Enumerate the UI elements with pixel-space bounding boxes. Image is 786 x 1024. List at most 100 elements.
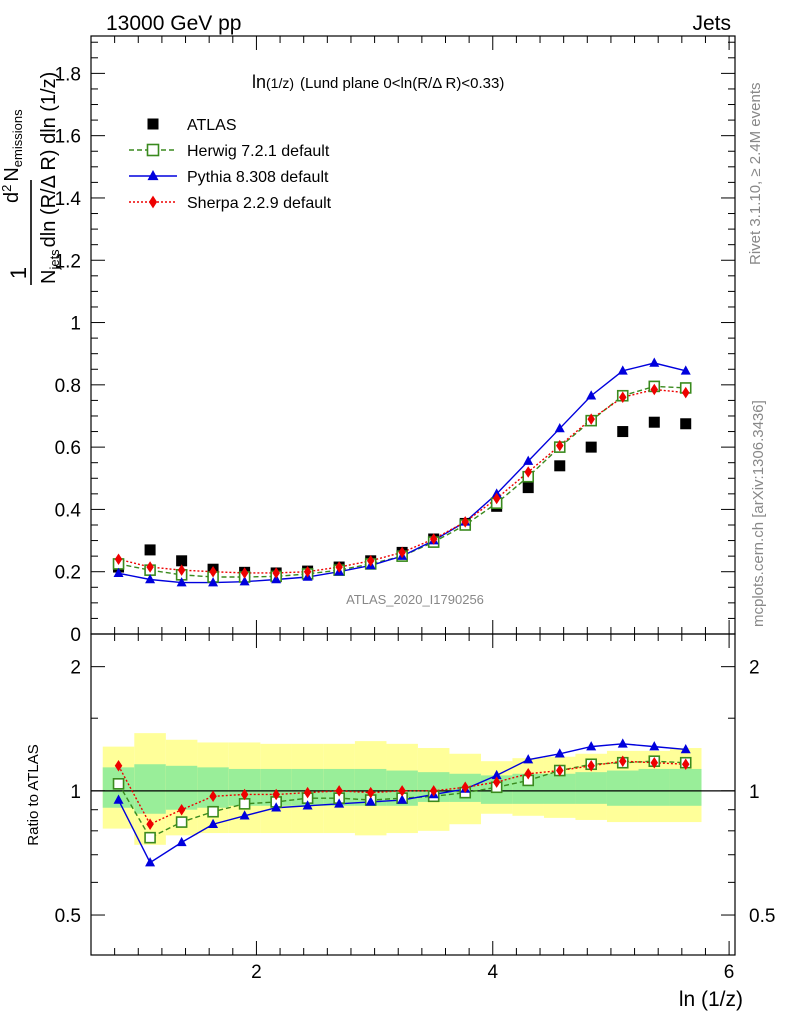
main-point-3-4 bbox=[240, 567, 249, 579]
main-point-0-17 bbox=[648, 416, 660, 428]
main-point-3-17 bbox=[650, 383, 659, 396]
ratio-point-1-8 bbox=[365, 796, 376, 806]
main-point-0-2 bbox=[176, 555, 188, 567]
analysis-watermark: ATLAS_2020_I1790256 bbox=[346, 592, 484, 607]
header-right: Jets bbox=[692, 12, 731, 35]
main-point-2-17 bbox=[649, 357, 660, 367]
header-left: 13000 GeV pp bbox=[106, 12, 241, 35]
ratio-point-2-18 bbox=[681, 758, 690, 771]
ratio-point-2-12 bbox=[492, 776, 501, 788]
ratio-point-2-10 bbox=[429, 785, 438, 797]
ratio-point-1-2 bbox=[176, 836, 187, 847]
ratio-point-2-9 bbox=[398, 785, 406, 797]
ratio-point-1-14 bbox=[554, 748, 565, 758]
main-point-3-16 bbox=[618, 391, 627, 404]
ratio-series-markers bbox=[112, 738, 692, 867]
ratio-point-2-13 bbox=[524, 768, 532, 780]
ylabel-one: 1 bbox=[6, 267, 31, 279]
main-point-3-1 bbox=[146, 561, 154, 573]
main-point-0-15 bbox=[585, 441, 597, 453]
ratio-point-1-18 bbox=[680, 743, 691, 754]
legend-label-3: Sherpa 2.2.9 default bbox=[187, 195, 332, 212]
ratio-band-inner-2 bbox=[165, 765, 198, 810]
ratio-point-0-3 bbox=[207, 805, 219, 818]
ratio-band-inner-17 bbox=[638, 768, 671, 806]
main-ytick-label-3: 0.6 bbox=[55, 438, 81, 459]
main-point-0-1 bbox=[144, 544, 156, 556]
main-ytick-label-8: 1.6 bbox=[55, 127, 81, 148]
ratio-axes: 0.5 0.5 1 1 2 2 2 4 6 bbox=[55, 633, 775, 983]
ratio-point-1-15 bbox=[586, 741, 597, 751]
ratio-point-2-1 bbox=[146, 818, 154, 830]
main-point-3-10 bbox=[429, 533, 438, 545]
ratio-point-1-1 bbox=[145, 857, 156, 867]
main-y-axis-label: 1 Njetsdln (R/Δ R) dln (1/z) d2Nemission… bbox=[0, 72, 62, 285]
ratio-point-1-12 bbox=[491, 769, 502, 780]
legend-marker-1 bbox=[146, 143, 160, 157]
legend-label-0: ATLAS bbox=[187, 117, 237, 134]
main-point-0-13 bbox=[522, 482, 534, 494]
main-point-3-5 bbox=[272, 567, 280, 579]
ratio-point-2-3 bbox=[209, 790, 217, 803]
mcplots-label: mcplots.cern.ch [arXiv:1306.3436] bbox=[750, 400, 767, 627]
ratio-xtick-label-0: 2 bbox=[251, 962, 262, 983]
ratio-point-1-6 bbox=[302, 800, 313, 810]
ratio-point-2-14 bbox=[556, 764, 564, 777]
main-ytick-label-6: 1.2 bbox=[55, 251, 81, 272]
main-point-2-0 bbox=[113, 567, 124, 578]
ratio-point-2-11 bbox=[461, 781, 469, 794]
ratio-point-1-9 bbox=[397, 794, 408, 804]
ratio-band-inner-16 bbox=[606, 770, 639, 806]
rivet-label: Rivet 3.1.10, ≥ 2.4M events bbox=[747, 83, 764, 266]
main-point-3-13 bbox=[524, 466, 532, 478]
main-point-0-18 bbox=[680, 418, 692, 430]
ratio-point-2-15 bbox=[587, 760, 595, 772]
main-point-2-1 bbox=[145, 573, 156, 584]
ratio-point-1-3 bbox=[208, 818, 219, 828]
legend: ATLAS Herwig 7.2.1 default Pythia 8.308 de… bbox=[129, 117, 332, 212]
main-point-2-13 bbox=[523, 455, 534, 465]
ratio-point-0-0 bbox=[112, 778, 125, 790]
main-point-3-6 bbox=[303, 565, 312, 578]
legend-marker-2 bbox=[147, 169, 159, 181]
main-point-3-12 bbox=[492, 492, 501, 505]
main-point-3-2 bbox=[177, 564, 186, 576]
ratio-point-1-0 bbox=[113, 794, 124, 804]
main-ytick-label-1: 0.2 bbox=[55, 563, 81, 584]
legend-marker-0 bbox=[147, 118, 159, 130]
ratio-point-1-4 bbox=[239, 810, 250, 820]
ratio-ytick-label-right-0: 0.5 bbox=[749, 906, 775, 927]
main-point-3-0 bbox=[114, 553, 123, 565]
ratio-point-2-7 bbox=[335, 785, 343, 797]
main-point-3-18 bbox=[681, 386, 690, 399]
ratio-point-1-5 bbox=[271, 802, 282, 812]
ratio-ytick-label-right-2: 2 bbox=[749, 658, 760, 679]
ratio-point-2-2 bbox=[177, 803, 186, 816]
main-point-3-8 bbox=[366, 555, 375, 567]
ratio-band-inner-18 bbox=[669, 768, 702, 806]
main-series-markers bbox=[112, 357, 692, 587]
ratio-frame bbox=[90, 633, 736, 956]
ylabel-den-n: Njetsdln (R/Δ R) dln (1/z) bbox=[38, 72, 62, 284]
main-point-2-2 bbox=[176, 577, 187, 587]
ratio-point-1-7 bbox=[334, 798, 345, 808]
legend-marker-3 bbox=[148, 195, 158, 209]
ratio-point-1-13 bbox=[523, 754, 534, 764]
ratio-ytick-label-2: 2 bbox=[70, 658, 81, 679]
ratio-point-2-16 bbox=[618, 755, 627, 767]
main-point-0-14 bbox=[554, 460, 566, 472]
main-axes: 0 0.2 0.4 0.6 0.8 1 1.2 1.4 1.6 1.8 bbox=[55, 35, 736, 646]
ratio-point-1-17 bbox=[649, 741, 660, 751]
main-line-3 bbox=[118, 388, 686, 574]
ratio-ytick-label-1: 1 bbox=[70, 782, 81, 803]
main-ytick-label-9: 1.8 bbox=[55, 64, 81, 85]
x-axis-label: ln (1/z) bbox=[679, 988, 743, 1011]
main-ytick-label-7: 1.4 bbox=[55, 189, 82, 210]
ratio-point-2-17 bbox=[650, 756, 659, 769]
main-point-2-14 bbox=[554, 422, 565, 433]
ratio-band-inner-15 bbox=[575, 772, 607, 804]
ratio-point-0-4 bbox=[238, 798, 251, 810]
ratio-point-2-0 bbox=[114, 760, 123, 772]
ratio-point-0-1 bbox=[144, 831, 156, 844]
